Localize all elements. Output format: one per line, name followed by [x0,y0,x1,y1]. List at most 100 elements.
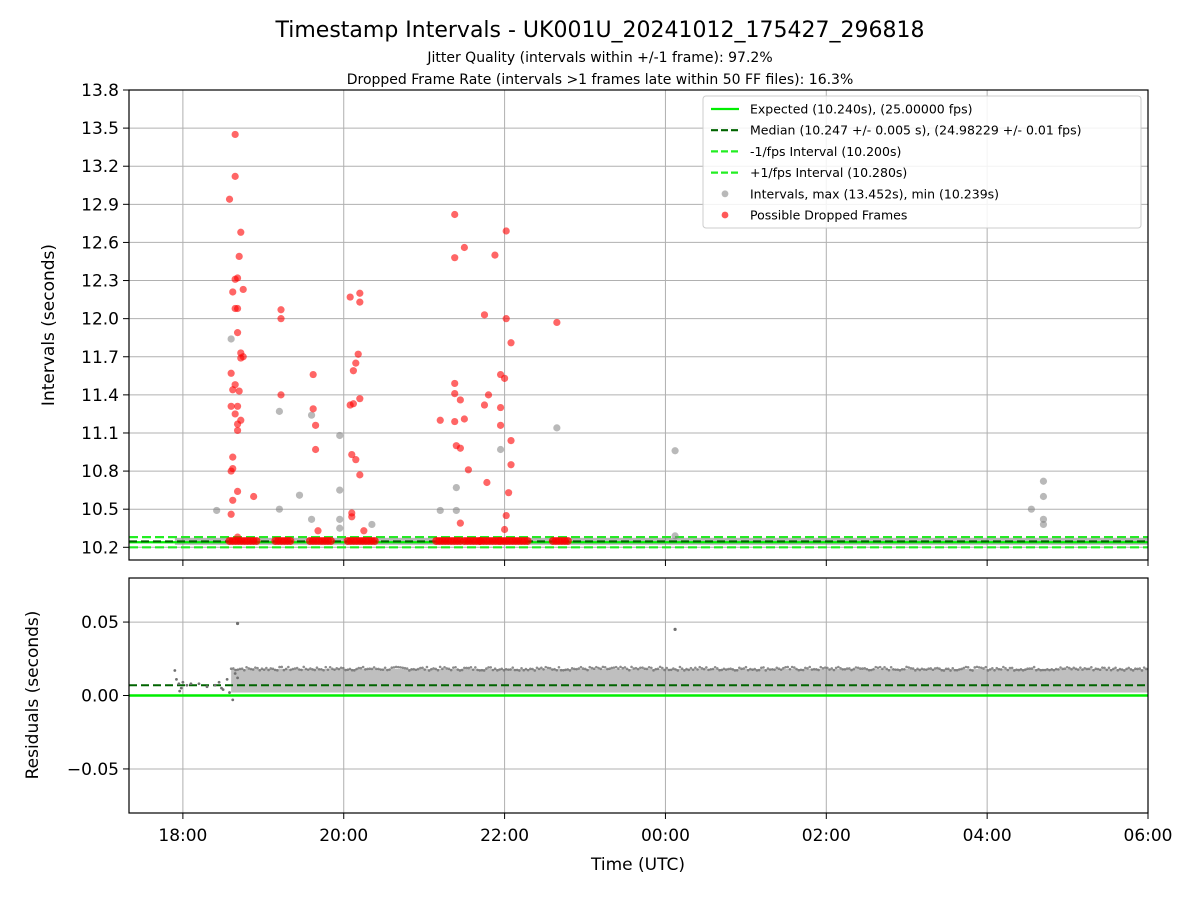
residual-point [685,667,688,671]
residual-point [1107,666,1111,670]
residual-point [632,667,636,670]
residual-point [375,667,378,671]
residual-point [885,667,889,671]
residual-point [872,667,875,671]
dropped-frame-point [237,228,245,236]
residual-point [364,668,367,671]
residual-point [1136,667,1139,671]
residual-point [661,666,664,670]
dropped-frame-point [231,130,239,139]
residual-point [861,667,864,670]
dropped-frame-point [229,496,237,504]
dropped-frame-point [233,487,242,496]
residual-point [773,668,776,671]
legend-handle-marker [721,211,729,219]
residual-point [339,666,343,670]
residual-point [509,668,512,671]
residual-point [595,665,598,669]
residual-point [762,666,765,669]
residual-point [271,667,275,671]
residual-point [452,666,455,669]
residual-point [447,667,451,671]
residual-point [1076,668,1080,671]
intervals-y-tick-label: 11.1 [81,424,119,444]
residual-point [370,667,374,671]
intervals-y-tick-label: 11.7 [81,348,119,368]
residual-point [581,667,585,670]
early-residual-point [185,683,189,687]
residual-point [425,665,429,669]
residual-point [883,666,886,669]
residual-point [1006,668,1010,672]
residual-point [535,666,539,670]
residual-point [309,667,312,670]
residual-point [1028,667,1032,670]
residual-point [287,665,290,669]
residual-point [834,666,838,670]
residual-point [562,668,565,672]
residual-point [1116,668,1120,672]
residual-point [843,667,847,671]
residual-point [597,666,600,670]
residual-point [991,666,994,670]
residual-point [826,666,829,670]
residual-point [421,666,424,670]
interval-point [227,335,235,343]
residual-point [482,669,486,672]
residual-point [848,667,851,670]
residual-point [1094,667,1098,671]
dropped-frame-point [460,415,468,423]
residual-point [707,668,710,672]
residual-point [960,667,963,671]
residual-point [944,667,948,671]
residual-point [658,665,662,669]
residual-point [1079,666,1082,669]
intervals-y-tick-label: 12.6 [81,233,119,253]
residual-point [436,668,440,672]
residual-point [936,666,939,670]
residual-point [432,667,435,670]
residual-point [496,669,499,672]
residual-point [463,666,466,670]
intervals-y-tick-label: 13.8 [81,81,119,101]
residual-point [641,666,644,669]
residual-point [1063,667,1067,670]
dropped-frame-point [233,426,242,435]
residual-point [551,668,554,671]
residual-point [678,665,682,669]
intervals-y-tick-label: 13.5 [81,119,119,139]
residual-point [623,666,627,669]
residual-point [790,665,794,669]
residual-point [295,666,299,670]
dropped-frame-point [348,513,356,521]
residual-point [608,667,611,671]
residual-point [298,668,301,671]
residual-point [733,669,737,672]
residual-point [738,666,741,670]
dropped-frame-point [354,350,362,358]
residual-point [775,666,779,670]
residual-point [892,667,895,671]
residual-point [1125,667,1128,671]
residual-point [881,667,884,671]
residual-point [359,666,363,670]
residual-point [768,668,772,671]
intervals-panel: 10.2 10.5 10.8 11.1 11.4 11.7 12.0 12.3 12.6 12.9… [81,81,1149,566]
residual-point [680,667,684,670]
interval-point [1039,515,1048,523]
residual-point [625,667,629,671]
dropped-frame-point [314,527,322,535]
residual-point [746,668,750,672]
residual-point [1127,666,1131,670]
residual-point [1068,666,1071,670]
residual-point [876,666,880,670]
chart-title: Timestamp Intervals - UK001U_20241012_17… [275,18,925,43]
residuals-panel: −0.05 0.00 0.05 18:00 20:00 22:00 00:00 02:00 04… [67,577,1173,846]
residual-point [401,666,405,670]
residual-point [687,668,691,672]
residual-point [804,666,807,670]
residual-point [573,667,576,671]
residual-point [694,666,697,670]
residual-point [832,668,836,672]
residual-point [1092,668,1095,672]
